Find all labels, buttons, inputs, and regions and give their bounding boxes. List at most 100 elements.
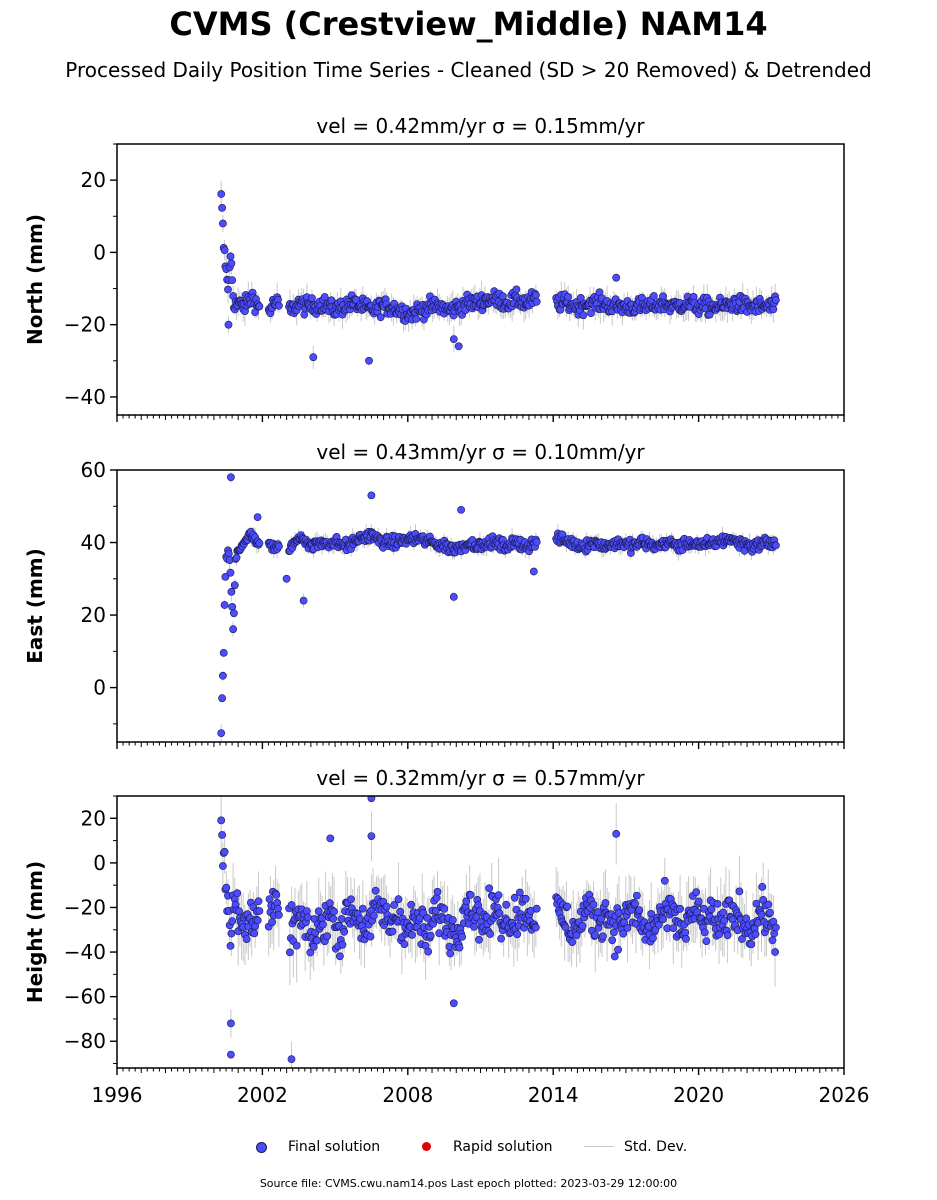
final-solution-points — [217, 190, 780, 365]
data-point — [768, 936, 777, 945]
data-point — [593, 908, 602, 916]
data-point — [457, 505, 465, 514]
data-point — [449, 999, 458, 1008]
data-point — [390, 901, 399, 909]
data-point — [532, 291, 540, 300]
data-point — [771, 948, 779, 956]
data-point — [218, 219, 227, 228]
data-point — [227, 588, 236, 596]
data-point — [532, 923, 540, 932]
data-point — [227, 929, 236, 938]
data-point — [272, 891, 281, 899]
data-point — [515, 888, 524, 897]
data-point — [772, 923, 780, 932]
data-point — [224, 285, 232, 294]
y-tick-label: 0 — [93, 676, 106, 700]
data-point — [495, 909, 504, 918]
plot-area-north — [217, 180, 780, 369]
data-point — [700, 928, 709, 937]
legend-label-std: Std. Dev. — [624, 1139, 688, 1155]
data-point — [366, 932, 375, 941]
time-series-figure: 20 0 −20 −40 vel = 0.42mm/yr σ = 0.15mm/yr No… — [23, 114, 869, 1107]
data-point — [228, 917, 237, 926]
data-point — [572, 931, 581, 940]
data-point — [419, 909, 427, 917]
y-tick-label: −20 — [64, 895, 106, 919]
data-point — [292, 941, 301, 950]
y-tick-label: 40 — [81, 531, 106, 555]
data-point — [218, 203, 226, 212]
data-point — [764, 900, 773, 909]
data-point — [614, 945, 622, 954]
data-point — [242, 935, 251, 943]
data-point — [217, 190, 226, 198]
data-point — [719, 908, 728, 917]
data-point — [226, 568, 235, 577]
legend-label-rapid: Rapid solution — [453, 1139, 553, 1155]
data-point — [766, 908, 774, 917]
data-point — [367, 796, 376, 803]
data-point — [407, 900, 416, 909]
legend-label-final: Final solution — [288, 1139, 381, 1155]
rapid-solution-marker-icon — [422, 1142, 431, 1151]
data-point — [329, 914, 338, 923]
data-point — [723, 931, 732, 940]
data-point — [330, 907, 338, 916]
data-point — [681, 928, 690, 937]
data-point — [563, 902, 572, 911]
data-point — [313, 936, 321, 945]
data-point — [623, 924, 632, 932]
y-ticks-north — [110, 143, 117, 398]
panel-height: 20 0 −20 −40 −60 −80 1996 2002 2008 2014 2020 2026 v… — [23, 766, 869, 1107]
y-tick-label: 0 — [93, 240, 106, 264]
source-note: Source file: CVMS.cwu.nam14.pos Last epo… — [259, 1177, 678, 1190]
y-tick-label: −40 — [64, 385, 106, 409]
data-point — [513, 930, 522, 939]
data-point — [340, 927, 349, 936]
data-point — [747, 940, 756, 949]
data-point — [224, 549, 233, 558]
data-point — [337, 915, 346, 923]
data-point — [735, 887, 744, 896]
y-axis-label-east: East (mm) — [23, 548, 47, 664]
data-point — [371, 886, 380, 895]
data-point — [587, 309, 595, 317]
data-point — [309, 353, 318, 362]
data-point — [713, 900, 722, 908]
x-ticks-height — [116, 1068, 845, 1075]
data-point — [233, 889, 242, 898]
y-tick-label: −20 — [64, 313, 106, 337]
data-point — [494, 891, 503, 899]
y-ticks-height — [110, 795, 117, 1065]
figure-title: CVMS (Crestview_Middle) NAM14 — [169, 5, 768, 43]
data-point — [529, 567, 538, 576]
data-point — [303, 913, 312, 922]
data-point — [702, 937, 711, 945]
data-point — [250, 929, 259, 938]
data-point — [358, 904, 367, 913]
x-tick-label: 2026 — [819, 1083, 870, 1107]
data-point — [230, 581, 239, 590]
panel-north: 20 0 −20 −40 vel = 0.42mm/yr σ = 0.15mm/yr No… — [23, 114, 845, 422]
data-point — [449, 593, 458, 601]
data-point — [226, 252, 235, 261]
data-point — [253, 916, 262, 925]
data-point — [382, 902, 391, 911]
data-point — [221, 573, 230, 581]
plot-area-east — [217, 471, 780, 742]
data-point — [255, 539, 264, 548]
std-dev-bars — [220, 471, 776, 742]
panel-title-height: vel = 0.32mm/yr σ = 0.57mm/yr — [316, 766, 645, 790]
data-point — [619, 929, 628, 938]
final-solution-marker-icon — [256, 1142, 267, 1153]
data-point — [224, 320, 233, 329]
data-point — [449, 335, 458, 343]
data-point — [426, 931, 435, 940]
y-ticks-east — [110, 469, 117, 725]
data-point — [720, 916, 729, 925]
data-point — [475, 935, 483, 944]
data-point — [227, 259, 236, 268]
data-point — [591, 931, 600, 939]
data-point — [218, 671, 227, 680]
data-point — [578, 921, 587, 930]
